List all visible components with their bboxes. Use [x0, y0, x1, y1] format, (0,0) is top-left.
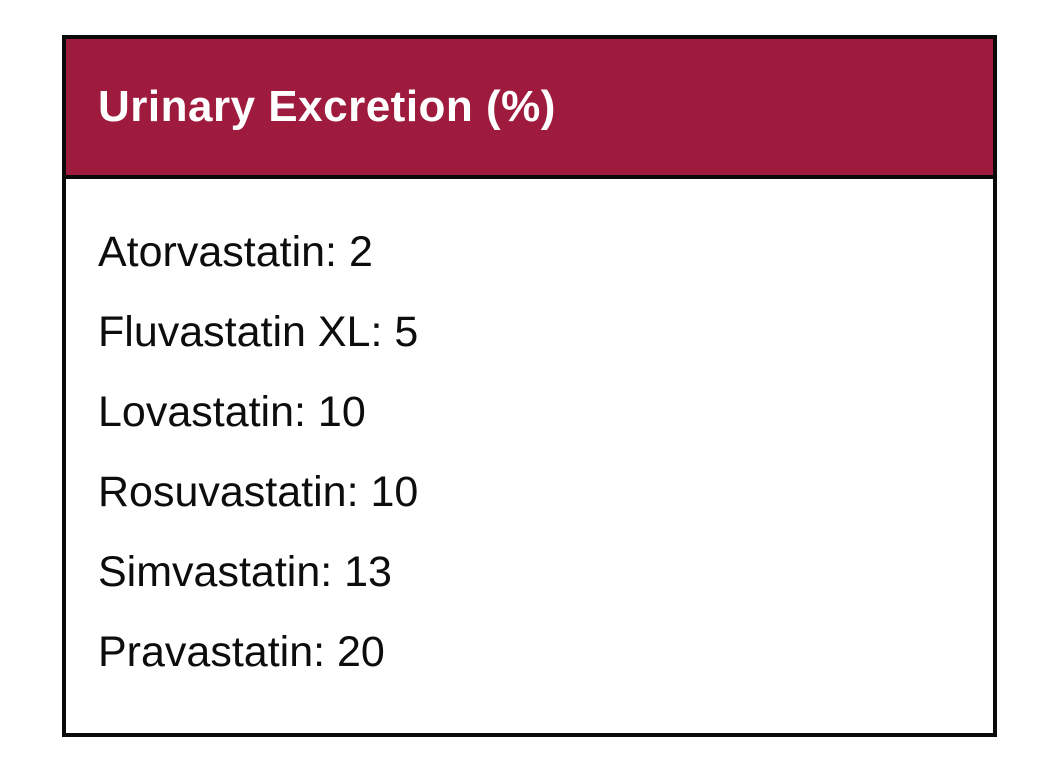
- list-item: Fluvastatin XL: 5: [98, 308, 419, 356]
- card-header: Urinary Excretion (%): [66, 39, 993, 179]
- list-item: Atorvastatin: 2: [98, 228, 373, 276]
- card-body: Atorvastatin: 2 Fluvastatin XL: 5 Lovast…: [66, 179, 993, 733]
- urinary-excretion-card: Urinary Excretion (%) Atorvastatin: 2 Fl…: [62, 35, 997, 737]
- card-title: Urinary Excretion (%): [98, 82, 556, 131]
- list-item: Pravastatin: 20: [98, 628, 385, 676]
- list-item: Simvastatin: 13: [98, 548, 392, 596]
- list-item: Lovastatin: 10: [98, 388, 366, 436]
- list-item: Rosuvastatin: 10: [98, 468, 419, 516]
